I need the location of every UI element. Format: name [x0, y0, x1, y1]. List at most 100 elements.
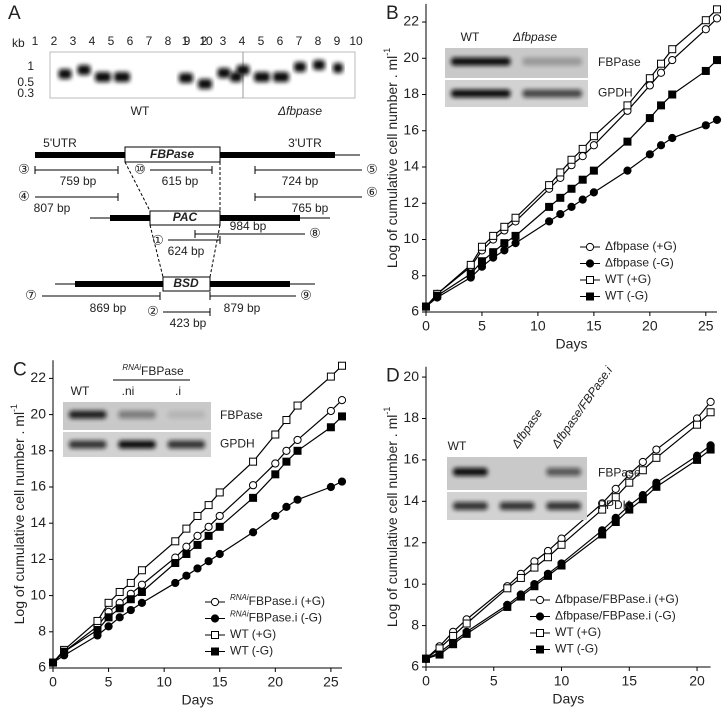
point	[449, 631, 458, 640]
point	[500, 239, 509, 248]
x-tick-label: 10	[156, 674, 172, 690]
point	[193, 531, 202, 540]
point	[326, 423, 335, 432]
point	[623, 101, 632, 110]
point	[511, 231, 520, 240]
point	[271, 470, 280, 479]
point	[182, 542, 191, 551]
amplicon-size: 765 bp	[292, 201, 329, 215]
legend-name: Δfbpase (+G)	[605, 239, 677, 253]
point	[449, 640, 458, 649]
point	[193, 540, 202, 549]
point	[657, 101, 666, 110]
blot-band	[69, 410, 107, 419]
point	[656, 68, 666, 77]
y-axis-label-text: Log of cumulative cell number . ml	[11, 412, 27, 624]
group-label-text: FBPase	[141, 364, 184, 378]
primer: ⑤	[366, 161, 378, 176]
x-tick-label: 0	[422, 673, 430, 689]
y-tick-label: 16	[403, 451, 419, 467]
blot-band	[522, 57, 582, 66]
point	[556, 168, 565, 177]
blot-band	[499, 502, 535, 510]
y-tick-label: 16	[30, 478, 46, 494]
point	[657, 59, 666, 68]
primer: ①	[152, 232, 164, 247]
point	[93, 616, 102, 625]
lane-number: 10	[199, 34, 213, 48]
amplicon-size: 624 bp	[168, 244, 205, 258]
y-tick-label: 12	[403, 194, 419, 210]
point	[668, 55, 677, 65]
point	[137, 566, 146, 575]
point	[611, 518, 620, 527]
point	[215, 522, 224, 531]
series-line	[425, 449, 711, 660]
lane-number: 2	[201, 34, 208, 48]
primer: ⑩	[134, 161, 146, 176]
point	[668, 90, 677, 99]
map-label: 5'UTR	[43, 136, 77, 150]
chart: D 6 8 10 12 14 16 18 20 0 5 10 15 20 Days Log of cumula…	[382, 364, 715, 707]
group-label: RNAiFBPase	[122, 363, 184, 379]
point	[182, 524, 191, 533]
legend-label: Δfbpase (-G)	[605, 256, 674, 270]
gel-band	[179, 73, 193, 83]
point	[326, 372, 335, 381]
point	[713, 56, 721, 65]
point	[104, 598, 113, 607]
gel-band	[198, 79, 212, 89]
lane-number: 4	[89, 34, 96, 48]
lane-label: WT	[448, 439, 467, 453]
lane-number: 3	[220, 34, 227, 48]
point	[611, 493, 620, 502]
lane-label: .ni	[122, 384, 135, 398]
gel-band	[236, 65, 250, 75]
point	[104, 613, 113, 622]
point	[489, 231, 498, 240]
x-tick-label: 20	[689, 673, 705, 689]
point	[171, 559, 180, 568]
legend-label: Δfbpase/FBPase.i (+G)	[555, 592, 679, 606]
map-label: FBPase	[150, 147, 194, 161]
legend-label: WT (+G)	[230, 627, 276, 641]
point	[104, 622, 113, 631]
point	[182, 549, 191, 558]
size-marker: 0.3	[17, 86, 34, 100]
x-tick-label: 25	[323, 674, 339, 690]
gel-band	[333, 63, 343, 73]
point	[126, 595, 135, 604]
x-tick-label: 10	[530, 318, 546, 334]
gel-group: WT	[131, 104, 150, 118]
y-tick-label: 22	[403, 13, 419, 29]
legend-label: RNAiFBPase.i (+G)	[230, 593, 325, 609]
point	[567, 184, 576, 193]
map-label: PAC	[173, 210, 198, 224]
point	[204, 522, 213, 531]
point	[645, 74, 654, 83]
x-tick-label: 25	[698, 318, 714, 334]
gel-band	[114, 72, 130, 82]
point	[589, 188, 598, 197]
amplicon	[168, 236, 221, 244]
point	[668, 45, 677, 54]
chart: C 6 8 10 12 14 16 18 20 22 0 5 10 15 20 25 Days Log of cu…	[9, 359, 347, 708]
legend-marker	[210, 597, 220, 607]
point	[326, 482, 335, 492]
point	[435, 650, 444, 659]
point	[193, 564, 202, 573]
point	[338, 412, 346, 421]
x-tick-label: 5	[105, 674, 113, 690]
group-label-sup: RNAi	[122, 363, 141, 372]
point	[466, 260, 475, 269]
x-tick-label: 20	[268, 674, 284, 690]
amplicon-size: 807 bp	[34, 201, 71, 215]
lane-number: 1	[32, 34, 39, 48]
point	[645, 81, 654, 90]
point	[215, 549, 224, 559]
lane-number: 2	[51, 34, 58, 48]
point	[693, 420, 702, 429]
legend-marker	[211, 631, 219, 639]
lane-number: 5	[258, 34, 265, 48]
amplicon-size: 759 bp	[60, 174, 97, 188]
